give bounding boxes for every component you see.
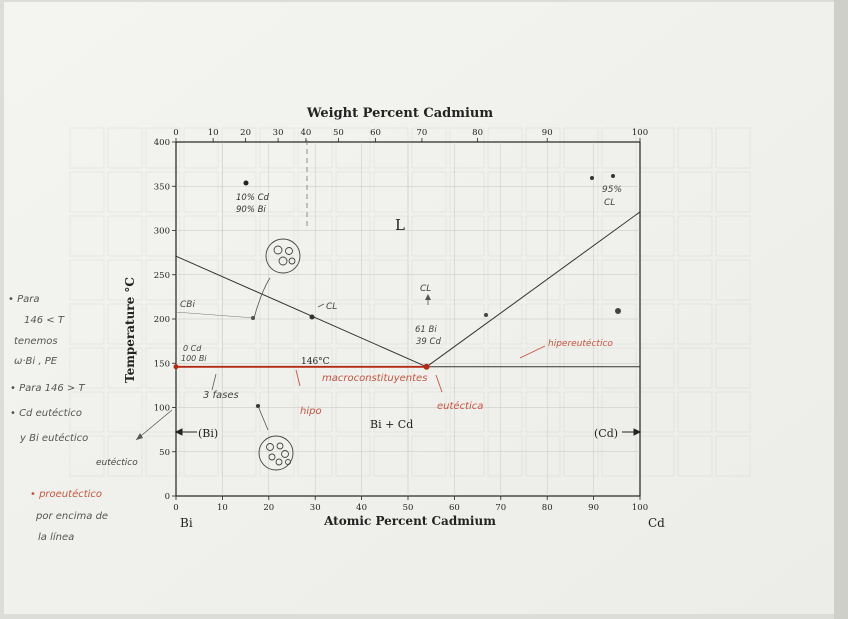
x-tick-label: 40: [356, 503, 367, 513]
svg-text:0 Cd: 0 Cd: [183, 344, 202, 353]
svg-text:61 Bi: 61 Bi: [415, 325, 437, 335]
svg-text:CL: CL: [326, 302, 337, 312]
svg-text:por encima de: por encima de: [35, 511, 108, 522]
microstructure-solid-icon: [258, 435, 294, 471]
background-table-ghost: [69, 127, 751, 477]
x-tick-label: 50: [403, 503, 414, 513]
svg-text:hipereutéctico: hipereutéctico: [548, 338, 613, 349]
x-tick-label: 60: [449, 503, 460, 513]
y-tick-label: 0: [165, 492, 170, 502]
top-tick-label: 70: [417, 128, 428, 138]
phase-arrows: [174, 428, 642, 436]
grid: [176, 142, 640, 496]
eutectic-temp-label: 146°C: [301, 357, 330, 367]
x-tick-label: 30: [310, 503, 321, 513]
svg-text:CBi: CBi: [180, 300, 195, 310]
svg-text:146 < T: 146 < T: [24, 315, 65, 326]
svg-text:100 Bi: 100 Bi: [181, 354, 207, 363]
svg-text:CL: CL: [604, 198, 615, 208]
top-tick-label: 60: [370, 128, 381, 138]
phase-boundaries: [173, 211, 641, 370]
eutectic-point: [423, 363, 430, 370]
svg-text:• Para 146 > T: • Para 146 > T: [10, 383, 85, 394]
svg-text:y Bi eutéctico: y Bi eutéctico: [19, 432, 88, 444]
y-tick-label: 400: [154, 138, 170, 148]
y-tick-label: 350: [154, 182, 170, 192]
liquidus-left-line: [175, 255, 427, 368]
liquidus-right-line: [426, 211, 641, 368]
top-tick-label: 100: [632, 128, 648, 138]
y-tick-label: 300: [154, 227, 170, 237]
svg-text:• Para: • Para: [8, 294, 39, 305]
svg-text:CL: CL: [420, 284, 431, 294]
svg-text:hipo: hipo: [300, 406, 322, 417]
x-tick-label: 20: [263, 503, 274, 513]
svg-text:39 Cd: 39 Cd: [416, 337, 441, 347]
svg-text:macroconstituyentes: macroconstituyentes: [322, 373, 427, 384]
svg-text:95%: 95%: [602, 185, 622, 195]
x-tick-label: 70: [495, 503, 506, 513]
top-axis-title: Weight Percent Cadmium: [306, 106, 494, 121]
x-tick-label: 90: [588, 503, 599, 513]
svg-text:eutéctica: eutéctica: [437, 400, 483, 412]
y-tick-label: 250: [154, 271, 170, 281]
x-tick-label: 100: [632, 503, 648, 513]
eutectic-start-point: [173, 364, 179, 370]
svg-text:eutéctico: eutéctico: [96, 457, 138, 468]
top-tick-label: 50: [333, 128, 344, 138]
microstructure-liquid-icon: [265, 238, 301, 274]
y-axis-title: Temperature °C: [123, 277, 137, 383]
top-tick-label: 40: [301, 128, 312, 138]
paper-sheet: [4, 2, 836, 614]
x-tick-label: 80: [542, 503, 553, 513]
left-component-label: Bi: [180, 516, 193, 530]
y-axis-ticks: 0 50 100 150 200 250 300 350 400: [154, 138, 176, 502]
region-cd: (Cd): [594, 427, 618, 440]
y-tick-label: 50: [159, 448, 170, 458]
right-component-label: Cd: [648, 516, 665, 530]
svg-text:tenemos: tenemos: [14, 336, 58, 347]
y-tick-label: 200: [154, 315, 170, 325]
x-tick-label: 10: [217, 503, 228, 513]
region-liquid: L: [395, 216, 405, 234]
x-axis-title: Atomic Percent Cadmium: [323, 514, 496, 528]
y-tick-label: 150: [154, 359, 170, 369]
svg-text:ω·Bi , PE: ω·Bi , PE: [14, 356, 58, 367]
top-axis-ticks: 0 10 20 30 40 50 60 70 80 90 100: [173, 128, 648, 142]
svg-text:• proeutéctico: • proeutéctico: [30, 488, 102, 500]
handwritten-annotations: 10% Cd 90% Bi CBi CL CL 95% CL 0 Cd 100 …: [8, 140, 622, 543]
svg-text:90% Bi: 90% Bi: [236, 205, 266, 215]
region-bi-cd: Bi + Cd: [370, 418, 413, 431]
region-bi: (Bi): [198, 427, 218, 440]
top-tick-label: 10: [208, 128, 219, 138]
top-tick-label: 20: [240, 128, 251, 138]
top-tick-label: 0: [173, 128, 178, 138]
top-tick-label: 30: [273, 128, 284, 138]
top-tick-label: 80: [472, 128, 483, 138]
svg-text:3 fases: 3 fases: [203, 390, 239, 401]
svg-text:10% Cd: 10% Cd: [236, 193, 270, 203]
y-tick-label: 100: [154, 404, 170, 414]
svg-text:la línea: la línea: [38, 531, 74, 543]
top-tick-label: 90: [542, 128, 553, 138]
x-axis-ticks: 0 10 20 30 40 50 60 70 80 90 100: [173, 496, 648, 513]
x-tick-label: 0: [173, 503, 178, 513]
svg-text:• Cd eutéctico: • Cd eutéctico: [10, 407, 82, 419]
